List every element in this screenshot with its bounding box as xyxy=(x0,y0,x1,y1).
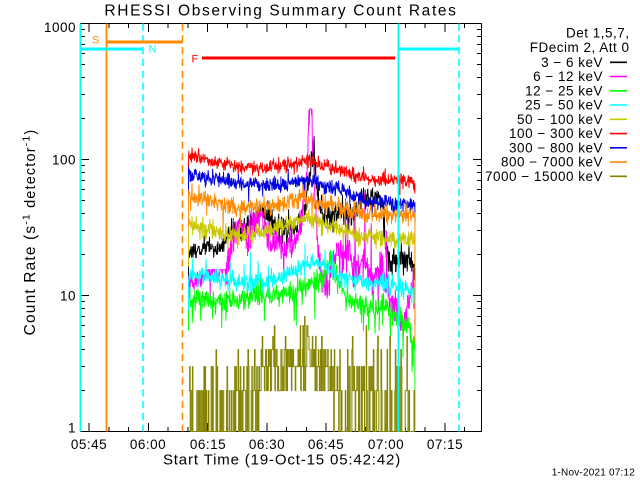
svg-text:05:45: 05:45 xyxy=(71,437,107,452)
svg-text:F: F xyxy=(192,54,199,66)
svg-text:1-Nov-2021 07:12: 1-Nov-2021 07:12 xyxy=(552,468,635,479)
svg-text:07:00: 07:00 xyxy=(368,437,404,452)
svg-text:12 − 25 keV: 12 − 25 keV xyxy=(525,83,603,98)
svg-text:300 − 800 keV: 300 − 800 keV xyxy=(509,140,603,155)
svg-text:7000 − 15000 keV: 7000 − 15000 keV xyxy=(485,169,603,184)
svg-text:N: N xyxy=(149,44,157,56)
svg-text:Det 1,5,7,: Det 1,5,7, xyxy=(566,26,630,41)
svg-text:Count Rate (s-1 detector-1): Count Rate (s-1 detector-1) xyxy=(21,129,40,336)
svg-text:06:00: 06:00 xyxy=(130,437,166,452)
svg-text:FDecim 2, Att 0: FDecim 2, Att 0 xyxy=(530,40,630,55)
svg-text:07:15: 07:15 xyxy=(427,437,463,452)
svg-text:800 − 7000 keV: 800 − 7000 keV xyxy=(501,155,603,170)
svg-text:06:15: 06:15 xyxy=(190,437,226,452)
svg-text:RHESSI Observing Summary Count: RHESSI Observing Summary Count Rates xyxy=(104,3,457,20)
svg-text:S: S xyxy=(92,35,99,47)
svg-text:1000: 1000 xyxy=(44,20,76,35)
svg-text:50 − 100 keV: 50 − 100 keV xyxy=(517,112,603,127)
svg-text:3 − 6 keV: 3 − 6 keV xyxy=(541,55,603,70)
svg-text:1: 1 xyxy=(68,420,76,435)
svg-text:6 − 12 keV: 6 − 12 keV xyxy=(533,69,603,84)
svg-text:100 − 300 keV: 100 − 300 keV xyxy=(509,126,603,141)
svg-text:100: 100 xyxy=(52,152,76,167)
svg-text:06:45: 06:45 xyxy=(308,437,344,452)
svg-text:06:30: 06:30 xyxy=(249,437,285,452)
svg-text:Start Time (19-Oct-15 05:42:42: Start Time (19-Oct-15 05:42:42) xyxy=(163,452,401,469)
svg-text:25 − 50 keV: 25 − 50 keV xyxy=(525,98,603,113)
svg-text:10: 10 xyxy=(60,288,76,303)
